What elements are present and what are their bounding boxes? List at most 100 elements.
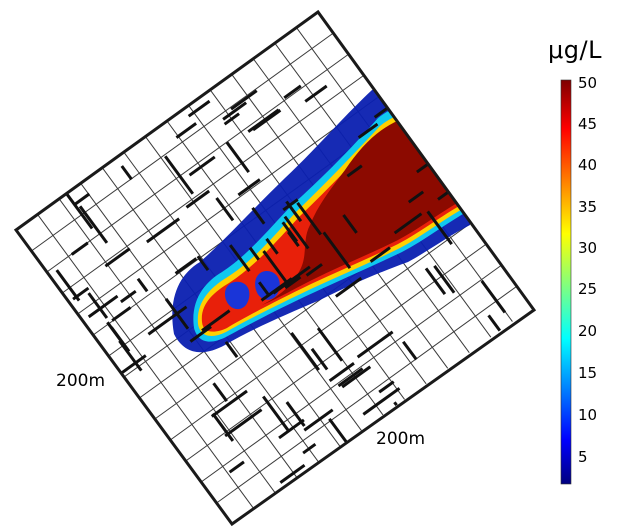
dimension-label-bottom: 200m [376, 429, 426, 449]
fracture-segment [356, 330, 394, 359]
fracture-network [55, 84, 507, 484]
fracture-segment [222, 101, 248, 121]
fracture-segment [189, 325, 212, 343]
fracture-segment [283, 215, 310, 250]
fracture-segment [265, 237, 279, 255]
fracture-segment [65, 193, 94, 230]
fracture-segment [215, 197, 235, 222]
fracture-segment [229, 244, 251, 273]
fracture-segment [328, 417, 348, 443]
fracture-segment [424, 267, 447, 296]
fracture-segment [407, 190, 425, 204]
fracture-segment [480, 280, 507, 314]
fracture-segment [262, 395, 290, 432]
grid-line [200, 263, 504, 483]
fracture-segment [305, 263, 323, 277]
fracture-segment [378, 380, 395, 394]
fracture-segment [120, 289, 137, 304]
fracture-segment [303, 408, 334, 432]
colorbar-tick-label: 5 [578, 448, 588, 466]
fracture-segment [362, 387, 401, 416]
fracture-segment [322, 231, 352, 269]
fracture-segment [247, 108, 280, 133]
colorbar-tick-label: 50 [578, 74, 598, 92]
fracture-segment [211, 412, 235, 442]
fracture-segment [310, 347, 329, 371]
fracture-segment [185, 189, 211, 209]
colorbar-tick-label: 25 [578, 280, 598, 298]
fracture-segment [334, 276, 363, 298]
fracture-segment [104, 247, 131, 268]
fracture-segment [187, 99, 211, 118]
plume-core [262, 119, 470, 305]
fracture-segment [87, 292, 109, 319]
fracture-segment [224, 340, 239, 359]
fracture-segment [118, 339, 143, 372]
fracture-segment [210, 389, 248, 418]
fracture-segment [145, 217, 181, 244]
concentration-plume [172, 75, 471, 353]
fracture-segment [224, 408, 263, 438]
colorbar-tick-label: 40 [578, 156, 598, 174]
fracture-segment [237, 178, 261, 197]
domain-boundary [13, 9, 537, 527]
fracture-segment [230, 89, 258, 111]
fracture-segment [106, 321, 124, 345]
colorbar-tick-label: 15 [578, 364, 598, 382]
fracture-segment [342, 214, 358, 234]
fracture-segment [225, 141, 250, 173]
fracture-segment [78, 205, 109, 244]
fracture-segment [201, 309, 231, 332]
colorbar-unit-label: μg/L [548, 36, 602, 64]
fracture-segment [188, 155, 216, 177]
fracture-segment [120, 354, 147, 375]
dimension-label-left: 200m [56, 371, 106, 391]
plume-inner-pocket [224, 281, 250, 310]
colorbar-tick-label: 10 [578, 406, 598, 424]
fracture-segment [369, 246, 391, 263]
fracture-segment [393, 212, 423, 235]
fracture-segment [136, 277, 149, 293]
fracture-segment [285, 200, 303, 223]
fracture-segment [196, 255, 210, 272]
colorbar-tick-label: 35 [578, 198, 598, 216]
fracture-segment [223, 112, 240, 126]
fracture-segment [164, 297, 190, 330]
fracture-segment [120, 165, 133, 181]
fracture-segment [302, 442, 317, 455]
colorbar-tick-label: 20 [578, 322, 598, 340]
fracture-segment [147, 305, 188, 336]
fracture-segment [328, 362, 355, 383]
fracture-segment [279, 463, 306, 484]
fracture-segment [304, 84, 328, 103]
fracture-segment [70, 241, 89, 256]
fracture-segment [296, 201, 322, 236]
fracture-segment [87, 294, 119, 319]
fracture-segment [111, 306, 132, 322]
grid-line [216, 284, 519, 504]
fracture-segment [251, 206, 266, 225]
fracture-segment [346, 164, 363, 178]
fracture-segment [316, 327, 344, 362]
fracture-segment [285, 401, 306, 427]
colorbar-tick-label: 45 [578, 115, 598, 133]
fracture-segment [164, 155, 195, 195]
fracture-segment [283, 84, 302, 100]
fracture-segment [258, 281, 271, 297]
fracture-segment [174, 257, 198, 275]
fracture-segment [393, 401, 398, 407]
fracture-segment [228, 460, 245, 474]
fracture-segment [248, 246, 260, 261]
fracture-segment [286, 231, 300, 248]
fracture-segment [433, 264, 456, 294]
fracture-segment [175, 122, 197, 139]
fracture-segment [74, 192, 91, 206]
fracture-segment [290, 331, 320, 371]
colorbar-gradient [560, 79, 572, 485]
fracture-segment [341, 365, 372, 389]
fracture-segment [262, 250, 291, 288]
fracture-segment [487, 314, 502, 332]
colorbar-tick-label: 30 [578, 239, 598, 257]
fracture-segment [278, 418, 305, 440]
